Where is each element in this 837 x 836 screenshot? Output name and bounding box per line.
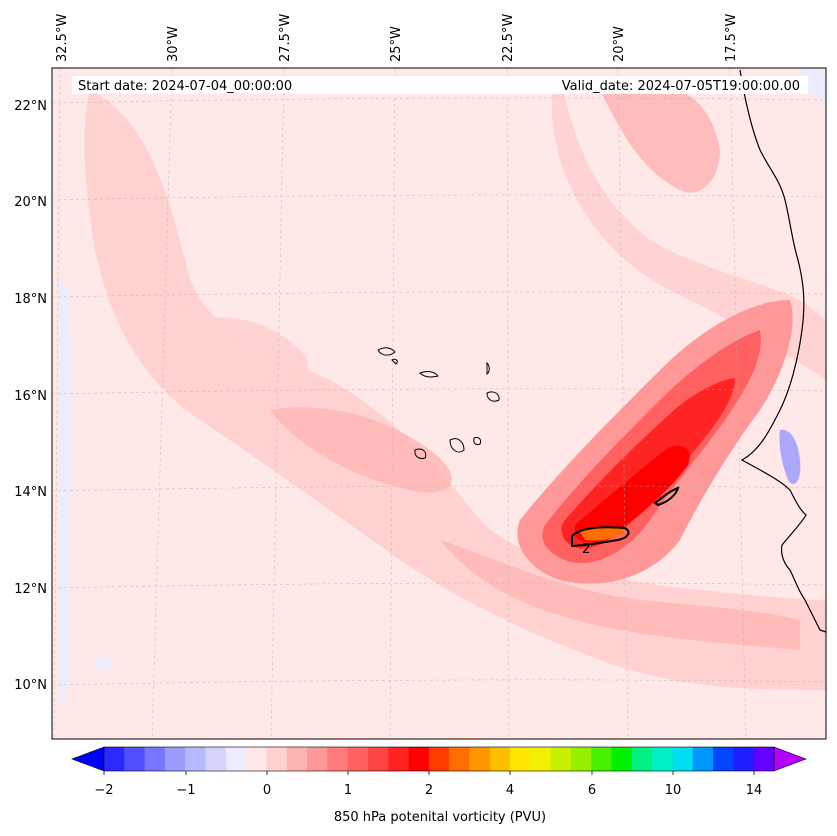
colorbar-segment xyxy=(307,747,328,771)
lon-label-27-5w: 27.5°W xyxy=(278,14,293,62)
cbar-tick-4: 4 xyxy=(506,783,514,798)
cbar-tick-2: 2 xyxy=(425,783,433,798)
lon-label-17-5w: 17.5°W xyxy=(724,14,739,62)
lat-label-12n: 12°N xyxy=(14,582,47,597)
colorbar-segment xyxy=(652,747,673,771)
valid-date-text: Valid_date: 2024-07-05T19:00:00.00 xyxy=(562,79,800,94)
pv-negative-patch-west xyxy=(60,280,72,700)
colorbar-segment xyxy=(591,747,613,771)
cbar-tick-0: 0 xyxy=(263,783,271,798)
colorbar-segment xyxy=(246,747,267,771)
pv-negative-patch-east xyxy=(779,429,801,484)
colorbar-segment xyxy=(347,747,369,771)
lon-label-30w: 30°W xyxy=(166,26,181,62)
colorbar-segment xyxy=(550,747,572,771)
colorbar-segment xyxy=(428,747,450,771)
colorbar-segment xyxy=(631,747,653,771)
colorbar-segment xyxy=(530,747,552,771)
pv-contour-2pvu-east xyxy=(653,486,680,507)
lat-label-18n: 18°N xyxy=(14,292,47,307)
map-area xyxy=(52,68,826,739)
colorbar-segment xyxy=(144,747,166,771)
colorbar-segment xyxy=(510,747,531,771)
lat-label-20n: 20°N xyxy=(14,195,47,210)
colorbar-segment xyxy=(185,747,207,771)
pv-band-arc xyxy=(551,80,826,380)
colorbar-segment xyxy=(672,747,694,771)
colorbar xyxy=(71,746,807,775)
colorbar-segment xyxy=(388,747,410,771)
colorbar-segment xyxy=(753,747,775,771)
colorbar-segment xyxy=(692,747,714,771)
pv-negative-patch-sw xyxy=(95,657,113,670)
colorbar-segment xyxy=(713,747,734,771)
lon-label-25w: 25°W xyxy=(389,26,404,62)
lat-label-14n: 14°N xyxy=(14,485,47,500)
colorbar-ticks: −2 −1 0 1 2 4 6 10 14 xyxy=(94,783,762,798)
latitude-labels: 22°N 20°N 18°N 16°N 14°N 12°N 10°N xyxy=(14,99,47,693)
colorbar-segment xyxy=(124,747,146,771)
map-frame xyxy=(51,67,827,740)
start-date-text: Start date: 2024-07-04_00:00:00 xyxy=(78,79,292,94)
colorbar-segment xyxy=(570,747,592,771)
colorbar-segment xyxy=(367,747,389,771)
longitude-labels: 32.5°W 30°W 27.5°W 25°W 22.5°W 20°W 17.5… xyxy=(55,14,739,62)
colorbar-extend-low xyxy=(71,746,105,772)
lat-label-10n: 10°N xyxy=(14,678,47,693)
colorbar-segment xyxy=(286,747,308,771)
pv-band-top xyxy=(600,90,720,193)
pv-contour-2pvu-main xyxy=(571,526,630,548)
cbar-tick-1: 1 xyxy=(344,783,352,798)
cbar-tick-6: 6 xyxy=(588,783,596,798)
pv-max-orange xyxy=(580,526,625,541)
african-coastline xyxy=(739,69,826,633)
pv-band-central xyxy=(270,407,452,493)
colorbar-segment xyxy=(449,747,470,771)
lat-label-16n: 16°N xyxy=(14,389,47,404)
pv-band-west xyxy=(200,317,309,383)
cape-verde-islands xyxy=(377,347,500,459)
colorbar-segment xyxy=(225,747,247,771)
lat-label-22n: 22°N xyxy=(14,99,47,114)
cbar-tick-14: 14 xyxy=(746,783,763,798)
colorbar-frame xyxy=(103,746,775,772)
cbar-tick-neg1: −1 xyxy=(176,783,195,798)
colorbar-segment xyxy=(205,747,227,771)
colorbar-title: 850 hPa potenital vorticity (PVU) xyxy=(334,810,546,825)
pv-band-south xyxy=(440,540,800,650)
colorbar-segment xyxy=(266,747,288,771)
pv-streamer-core xyxy=(575,445,690,543)
contour-label: 2 xyxy=(582,542,590,557)
cbar-tick-10: 10 xyxy=(665,783,682,798)
lon-label-32-5w: 32.5°W xyxy=(55,14,70,62)
colorbar-segment xyxy=(408,747,430,771)
colorbar-segment xyxy=(164,747,186,771)
header-box xyxy=(72,76,808,94)
colorbar-segment xyxy=(104,747,125,771)
cbar-tick-neg2: −2 xyxy=(94,783,113,798)
colorbar-segment xyxy=(611,747,633,771)
colorbar-segment xyxy=(327,747,349,771)
lon-label-22-5w: 22.5°W xyxy=(501,14,516,62)
colorbar-extend-high xyxy=(773,746,807,772)
colorbar-segment xyxy=(489,747,511,771)
colorbar-segment xyxy=(733,747,755,771)
colorbar-segment xyxy=(469,747,491,771)
graticule xyxy=(52,68,826,739)
lon-label-20w: 20°W xyxy=(612,26,627,62)
